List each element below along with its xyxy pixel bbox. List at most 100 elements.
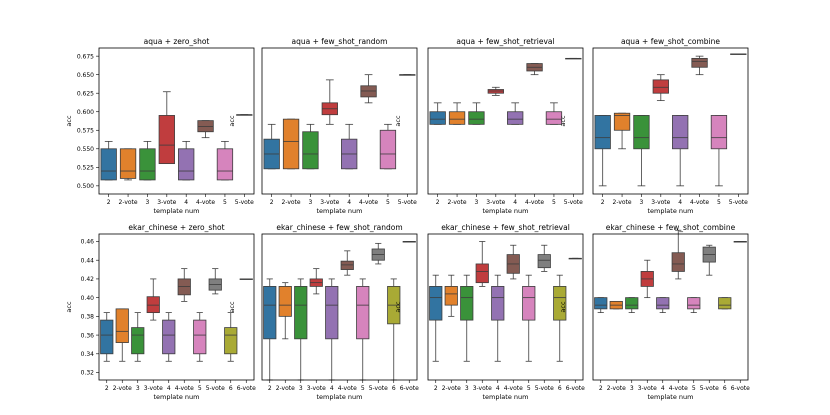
iqr-box [158, 115, 175, 165]
y-tick-label: 0.625 [77, 90, 94, 97]
iqr-box [162, 319, 176, 355]
box-5 [356, 278, 370, 381]
box-4-vote [671, 229, 685, 280]
plot-frame [261, 233, 418, 381]
x-tick-label: 6 [723, 385, 727, 392]
box-2-vote [613, 112, 631, 150]
box-2-vote [115, 308, 129, 362]
x-tick-label: 3 [630, 385, 634, 392]
x-axis-label: template num [483, 393, 529, 401]
box-2 [429, 102, 446, 125]
box-3 [633, 115, 650, 187]
box-4 [656, 297, 670, 314]
iqr-box [340, 260, 354, 270]
y-tick-label: 0.34 [81, 351, 95, 358]
iqr-box [656, 297, 670, 310]
subplot-title: ekar_chinese + few_shot_retrieval [441, 223, 570, 232]
box-3 [460, 274, 474, 362]
box-4 [672, 115, 689, 187]
iqr-box [294, 286, 308, 340]
box-6-vote [733, 241, 747, 243]
x-tick-label: 2 [270, 199, 274, 206]
x-tick-label: 2-vote [613, 199, 632, 206]
x-tick-label: 5-vote [535, 385, 554, 392]
y-tick-label: 0.36 [81, 332, 95, 339]
x-tick-label: 3 [465, 385, 469, 392]
box-5-vote [565, 57, 582, 60]
iqr-box [193, 319, 207, 355]
box-5 [193, 312, 207, 362]
iqr-box [710, 115, 728, 150]
x-tick-label: 2-vote [448, 199, 467, 206]
x-tick-label: 5-vote [206, 385, 225, 392]
x-tick-label: 4 [184, 199, 188, 206]
subplot-1: aqua + zero_shot 0.500 0.525 0.550 0.575 0.60… [65, 37, 255, 215]
box-2-vote [119, 148, 137, 181]
plot-frame [261, 47, 418, 195]
iqr-box [672, 115, 689, 150]
iqr-box [671, 252, 685, 272]
x-tick-label: 3-vote [473, 385, 492, 392]
x-tick-label: 2-vote [113, 385, 132, 392]
iqr-box [224, 327, 238, 355]
x-tick-label: 6 [392, 385, 396, 392]
x-tick-label: 5-vote [398, 199, 417, 206]
iqr-box [553, 286, 567, 321]
x-axis-label: template num [483, 207, 529, 215]
box-6-vote [402, 241, 416, 243]
x-tick-label: 2 [268, 385, 272, 392]
box-6-vote [568, 257, 582, 260]
box-5-vote [537, 244, 551, 272]
x-tick-label: 2 [105, 385, 109, 392]
iqr-box [522, 286, 536, 321]
x-tick-label: 4-vote [525, 199, 544, 206]
x-tick-label: 2 [599, 385, 603, 392]
box-3-vote [487, 86, 504, 96]
box-4 [178, 140, 195, 181]
y-tick-label: 0.46 [81, 239, 95, 246]
x-axis-label: template num [154, 393, 200, 401]
box-2 [263, 278, 277, 381]
x-axis-label: template num [648, 207, 694, 215]
x-tick-label: 2-vote [276, 385, 295, 392]
box-3 [131, 312, 145, 362]
plot-frame [427, 47, 584, 195]
x-tick-label: 3-vote [320, 199, 339, 206]
iqr-box [263, 286, 277, 340]
y-axis-label: acc [65, 301, 73, 313]
x-tick-label: 2 [434, 385, 438, 392]
y-tick-label: 0.525 [77, 165, 94, 172]
x-axis-label: template num [317, 393, 363, 401]
iqr-box [718, 297, 732, 310]
x-tick-label: 2-vote [119, 199, 138, 206]
iqr-box [131, 327, 145, 355]
subplot-title: ekar_chinese + few_shot_combine [606, 223, 736, 232]
y-tick-label: 0.38 [81, 314, 95, 321]
iqr-box [115, 308, 129, 343]
y-tick-label: 0.40 [81, 295, 95, 302]
box-4 [507, 102, 524, 125]
iqr-box [146, 296, 160, 314]
subplot-title: ekar_chinese + few_shot_random [276, 223, 402, 232]
box-5-vote [371, 242, 385, 265]
iqr-box [594, 115, 611, 150]
x-tick-label: 6 [229, 385, 233, 392]
box-2 [429, 274, 443, 362]
iqr-box [356, 286, 370, 340]
subplot-title: aqua + few_shot_random [292, 37, 388, 46]
y-tick-label: 0.32 [81, 370, 95, 377]
box-6 [387, 278, 401, 381]
box-2-vote [448, 102, 466, 125]
x-tick-label: 4 [347, 199, 351, 206]
x-tick-label: 4 [167, 385, 171, 392]
y-axis-label: acc [65, 115, 73, 127]
iqr-box [652, 79, 669, 94]
x-tick-label: 5 [552, 199, 556, 206]
x-axis-label: template num [648, 393, 694, 401]
iqr-box [216, 148, 234, 181]
